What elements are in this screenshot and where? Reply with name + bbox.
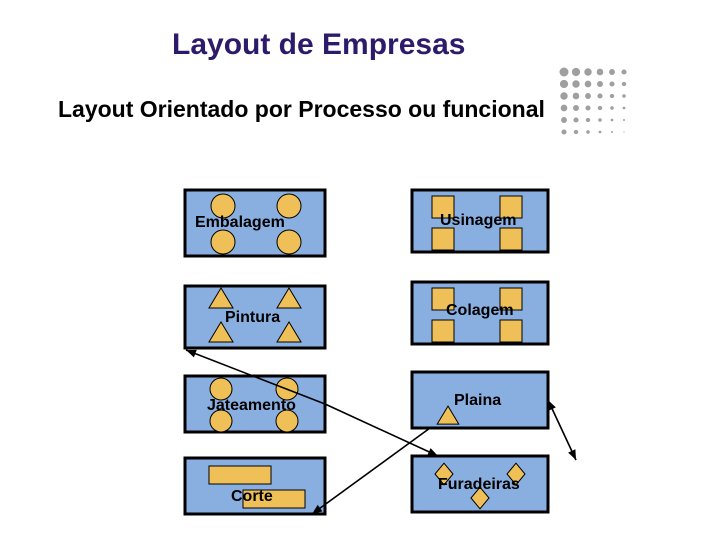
box-usinagem: Usinagem — [412, 190, 548, 252]
box-furadeiras: Furadeiras — [412, 456, 548, 512]
box-corte: Corte — [185, 458, 325, 514]
page-title: Layout de Empresas — [172, 28, 465, 62]
box-label-pintura: Pintura — [225, 309, 280, 327]
box-label-furadeiras: Furadeiras — [438, 476, 520, 494]
box-pintura: Pintura — [185, 286, 325, 348]
box-label-plaina: Plaina — [454, 392, 501, 410]
box-label-corte: Corte — [231, 488, 273, 506]
box-label-jateamento: Jateamento — [207, 397, 296, 415]
box-label-usinagem: Usinagem — [440, 212, 516, 230]
box-label-colagem: Colagem — [446, 302, 514, 320]
box-plaina: Plaina — [412, 372, 548, 428]
box-jateamento: Jateamento — [185, 376, 325, 432]
box-embalagem: Embalagem — [185, 190, 325, 256]
box-colagem: Colagem — [412, 282, 548, 344]
diagram-svg — [0, 0, 720, 540]
box-label-embalagem: Embalagem — [195, 214, 285, 232]
page-subtitle: Layout Orientado por Processo ou funcion… — [58, 96, 545, 123]
